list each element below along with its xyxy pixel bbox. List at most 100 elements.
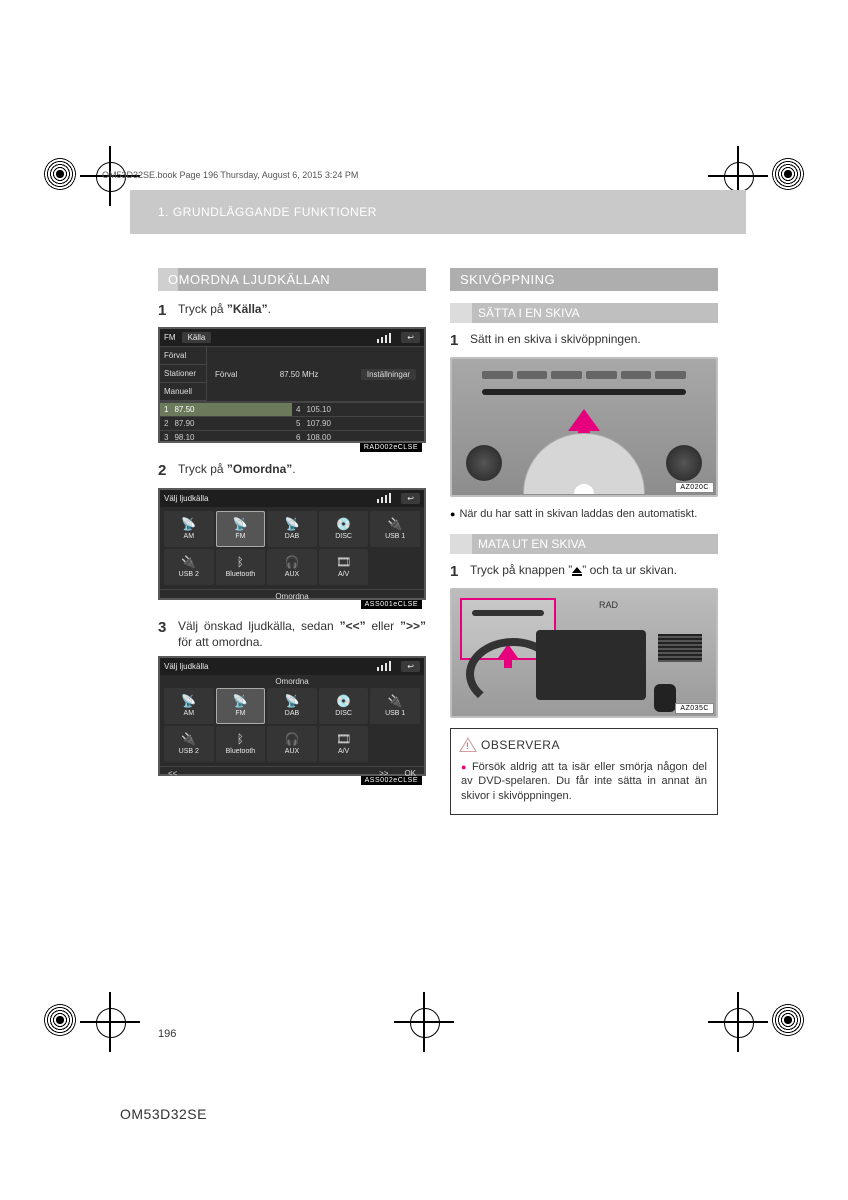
preset-row[interactable]: 4105.10 (292, 402, 424, 416)
source-am[interactable]: 📡AM (164, 688, 214, 724)
source-am[interactable]: 📡AM (164, 511, 214, 547)
tab-manuell[interactable]: Manuell (160, 383, 206, 401)
status-icons (377, 661, 391, 671)
source-fm[interactable]: 📡FM (216, 511, 266, 547)
source-bluetooth[interactable]: ᛒBluetooth (216, 726, 266, 762)
radio-screenshot-1: FM Källa ↩ Förval Stationer Manuell Förv… (158, 327, 426, 443)
source-grid: 📡AM 📡FM 📡DAB 💿DISC 🔌USB 1 🔌USB 2 ᛒBlueto… (160, 507, 424, 589)
book-header-line: OM53D32SE.book Page 196 Thursday, August… (102, 170, 358, 180)
step-text: Tryck på ”Källa”. (178, 301, 271, 321)
preset-row[interactable]: 287.90 (160, 416, 292, 430)
source-disc[interactable]: 💿DISC (319, 511, 369, 547)
screenshot-code: ASS001eCLSE (361, 600, 422, 609)
source-av[interactable]: 🎞A/V (319, 549, 369, 585)
settings-button[interactable]: Inställningar (361, 369, 416, 380)
right-column: SKIVÖPPNING SÄTTA I EN SKIVA 1 Sätt in e… (450, 268, 718, 815)
crop-mark (44, 1004, 76, 1036)
page-number: 196 (158, 1028, 176, 1040)
spacer (185, 767, 371, 780)
preset-row[interactable]: 5107.90 (292, 416, 424, 430)
cd-slot (482, 389, 686, 395)
radio-mid: Förval Stationer Manuell Förval 87.50 MH… (160, 346, 424, 402)
source-usb1[interactable]: 🔌USB 1 (370, 688, 420, 724)
source-dab[interactable]: 📡DAB (267, 688, 317, 724)
cd-insert-illustration: AZ020C (450, 357, 718, 497)
screenshot-code: AZ035C (675, 703, 714, 714)
step-1: 1 Tryck på ”Källa”. (158, 301, 426, 321)
source-disc[interactable]: 💿DISC (319, 688, 369, 724)
tab-label: Förval (215, 370, 237, 379)
preset-row[interactable]: 398.10 (160, 430, 292, 444)
source-dab[interactable]: 📡DAB (267, 511, 317, 547)
step-number: 1 (158, 301, 170, 321)
disc-icon (523, 433, 645, 494)
radio-side-tabs: Förval Stationer Manuell (160, 347, 207, 401)
usb-icon: 🔌 (388, 694, 403, 708)
av-icon: 🎞 (336, 732, 351, 746)
bluetooth-icon: ᛒ (237, 732, 244, 746)
source-screenshot-3: Välj ljudkälla ↩ Omordna 📡AM 📡FM 📡DAB 💿D… (158, 656, 426, 776)
radio-freq: 87.50 MHz (280, 370, 319, 379)
back-button[interactable]: ↩ (401, 332, 420, 343)
source-bluetooth[interactable]: ᛒBluetooth (216, 549, 266, 585)
cd-eject-illustration: RAD AZ035C (450, 588, 718, 718)
preset-list: 187.50 287.90 398.10 4105.10 5107.90 610… (160, 402, 424, 444)
observe-header: OBSERVERA (461, 737, 707, 753)
step-text: Tryck på knappen ”” och ta ur skivan. (470, 562, 677, 582)
step-3: 3 Välj önskad ljudkälla, sedan ”<<” elle… (158, 618, 426, 650)
source-usb1[interactable]: 🔌USB 1 (370, 511, 420, 547)
knob (466, 445, 502, 481)
crop-mark (772, 1004, 804, 1036)
source-aux[interactable]: 🎧AUX (267, 726, 317, 762)
shot3-title: Välj ljudkälla (164, 662, 208, 671)
observe-title: OBSERVERA (481, 737, 560, 753)
radio-band: FM (164, 333, 176, 342)
disc-icon: 💿 (336, 694, 351, 708)
tab-stationer[interactable]: Stationer (160, 365, 206, 383)
back-button[interactable]: ↩ (401, 493, 420, 504)
source-usb2[interactable]: 🔌USB 2 (164, 726, 214, 762)
step-number: 3 (158, 618, 170, 650)
source-usb2[interactable]: 🔌USB 2 (164, 549, 214, 585)
antenna-icon: 📡 (285, 694, 300, 708)
subheading-insert: SÄTTA I EN SKIVA (450, 303, 718, 323)
source-av[interactable]: 🎞A/V (319, 726, 369, 762)
move-left-button[interactable]: << (160, 767, 185, 780)
insert-arrow-icon (568, 409, 600, 431)
knob (666, 445, 702, 481)
eject-icon (572, 567, 582, 573)
observe-box: OBSERVERA Försök aldrig att ta isär elle… (450, 728, 718, 815)
crop-cross (708, 992, 768, 1052)
step-2: 2 Tryck på ”Omordna”. (158, 461, 426, 481)
screenshot-code: RAD002eCLSE (360, 443, 422, 452)
section-title-bar: 1. GRUNDLÄGGANDE FUNKTIONER (130, 190, 746, 234)
step-text: Sätt in en skiva i skivöppningen. (470, 331, 641, 351)
source-fm[interactable]: 📡FM (216, 688, 266, 724)
step-number: 1 (450, 331, 462, 351)
tab-forval[interactable]: Förval (160, 347, 206, 365)
back-button[interactable]: ↩ (401, 661, 420, 672)
aux-icon: 🎧 (285, 732, 300, 746)
source-aux[interactable]: 🎧AUX (267, 549, 317, 585)
air-vent (658, 634, 702, 662)
crop-cross (394, 992, 454, 1052)
screenshot-code: ASS002eCLSE (361, 776, 422, 785)
note-autoload: När du har satt in skivan laddas den aut… (450, 507, 718, 522)
usb-icon: 🔌 (181, 555, 196, 569)
right-heading: SKIVÖPPNING (450, 268, 718, 291)
crop-cross (80, 992, 140, 1052)
shot2-top: Välj ljudkälla ↩ (160, 490, 424, 507)
cd-slot (472, 610, 544, 616)
shift-lever (654, 684, 676, 712)
source-button[interactable]: Källa (182, 332, 212, 343)
disc-icon: 💿 (336, 517, 351, 531)
shot2-title: Välj ljudkälla (164, 494, 208, 503)
radio-main: Förval 87.50 MHz Inställningar (207, 347, 424, 401)
crop-mark (44, 158, 76, 190)
reorder-label: Omordna (160, 675, 424, 688)
preset-row[interactable]: 187.50 (160, 402, 292, 416)
observe-body: Försök aldrig att ta isär eller smörja n… (461, 760, 707, 805)
usb-icon: 🔌 (388, 517, 403, 531)
left-heading: OMORDNA LJUDKÄLLAN (158, 268, 426, 291)
preset-row[interactable]: 6108.00 (292, 430, 424, 444)
